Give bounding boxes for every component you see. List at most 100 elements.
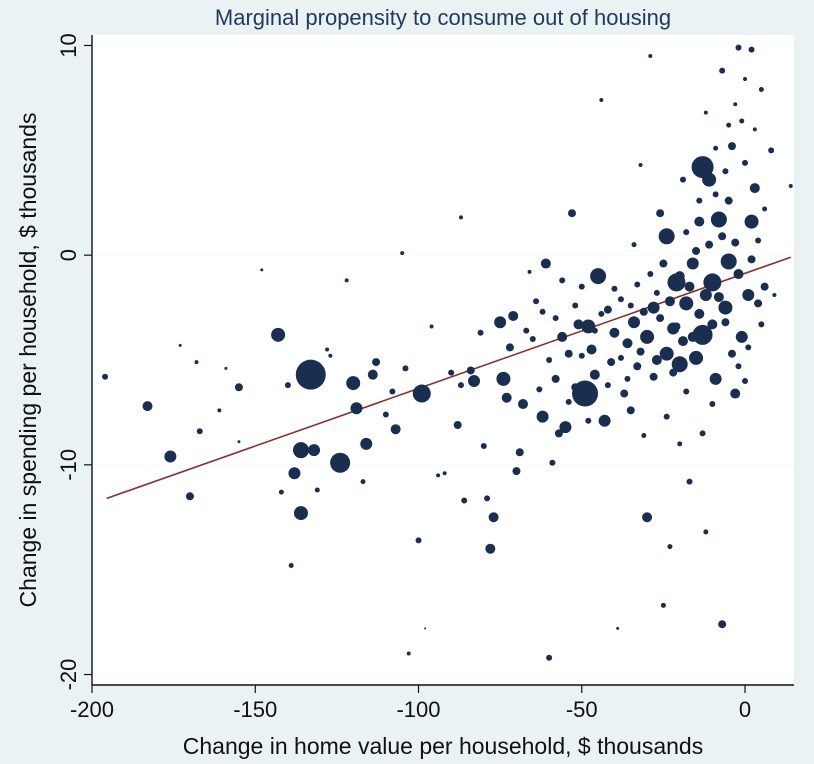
data-point-209 [709, 401, 716, 408]
x-axis-ticks: -200 -150 -100 -50 0 [70, 685, 751, 722]
data-point-10 [237, 440, 241, 444]
data-point-55 [488, 512, 499, 523]
data-point-112 [671, 356, 688, 373]
data-point-90 [609, 327, 620, 338]
data-point-96 [628, 316, 641, 329]
data-point-98 [638, 163, 643, 167]
data-point-150 [718, 232, 727, 241]
data-point-54 [485, 543, 496, 554]
data-point-168 [653, 289, 660, 296]
data-point-146 [731, 238, 740, 247]
data-point-97 [633, 362, 642, 371]
data-point-198 [745, 344, 752, 351]
data-point-33 [389, 388, 396, 395]
data-point-161 [677, 336, 688, 347]
plot-area [92, 35, 794, 685]
data-point-100 [642, 512, 653, 523]
data-point-196 [743, 77, 748, 82]
data-point-37 [406, 651, 411, 656]
data-point-95 [626, 406, 635, 415]
data-point-156 [694, 308, 705, 319]
data-point-89 [607, 358, 616, 367]
data-point-180 [598, 310, 605, 317]
data-point-201 [755, 237, 762, 244]
data-point-69 [540, 258, 551, 269]
data-point-60 [508, 310, 519, 321]
data-point-135 [742, 289, 755, 301]
data-point-52 [480, 442, 487, 449]
data-point-184 [572, 302, 579, 309]
data-point-205 [722, 168, 729, 175]
data-point-173 [634, 281, 641, 288]
data-point-72 [551, 374, 560, 383]
data-point-39 [412, 384, 431, 403]
data-point-107 [658, 228, 675, 245]
data-point-3 [178, 343, 182, 347]
data-point-85 [590, 268, 607, 285]
data-point-160 [683, 229, 690, 236]
data-point-80 [578, 283, 585, 290]
data-point-124 [709, 372, 722, 385]
data-point-130 [727, 142, 736, 151]
data-point-45 [453, 421, 462, 429]
data-point-108 [659, 346, 674, 361]
data-point-105 [656, 209, 665, 218]
data-point-59 [505, 343, 514, 352]
data-point-202 [762, 206, 768, 212]
data-point-148 [724, 196, 733, 205]
data-point-123 [703, 273, 722, 292]
data-point-171 [639, 307, 648, 316]
data-point-30 [367, 369, 378, 380]
data-point-192 [733, 102, 738, 107]
data-point-2 [164, 450, 177, 463]
data-point-154 [705, 240, 714, 249]
data-point-29 [360, 437, 373, 450]
data-point-83 [586, 344, 597, 355]
data-point-175 [627, 302, 634, 309]
data-point-67 [536, 386, 543, 393]
data-point-129 [720, 253, 737, 270]
data-point-178 [611, 285, 618, 292]
data-point-47 [458, 215, 463, 220]
data-point-7 [217, 408, 222, 413]
data-point-20 [308, 444, 321, 457]
data-point-117 [689, 350, 704, 365]
data-point-62 [515, 448, 524, 457]
data-point-5 [194, 360, 199, 365]
data-point-66 [533, 298, 540, 305]
y-axis-ticks: -20 -10 0 10 [56, 33, 92, 690]
data-point-58 [501, 392, 512, 403]
x-tick-label: -100 [396, 697, 440, 722]
data-point-177 [617, 354, 624, 361]
data-point-43 [442, 471, 447, 476]
data-point-172 [636, 347, 645, 356]
data-point-189 [539, 308, 546, 315]
data-point-128 [718, 300, 733, 315]
data-point-188 [546, 357, 553, 363]
data-point-183 [578, 352, 585, 359]
data-point-153 [707, 319, 718, 330]
data-point-142 [768, 147, 775, 154]
data-point-193 [726, 122, 732, 128]
data-point-8 [224, 366, 228, 370]
data-point-133 [735, 330, 748, 343]
data-point-40 [424, 627, 427, 630]
data-point-195 [703, 110, 708, 115]
data-point-155 [699, 289, 712, 301]
data-point-194 [713, 145, 719, 151]
data-point-167 [656, 314, 665, 323]
data-point-50 [468, 374, 481, 387]
data-point-6 [196, 428, 203, 435]
data-point-12 [271, 327, 286, 342]
data-point-57 [496, 371, 511, 386]
data-point-145 [733, 269, 744, 280]
data-point-23 [328, 353, 333, 358]
data-point-104 [651, 355, 662, 365]
x-tick-label: -200 [70, 697, 114, 722]
data-point-166 [659, 259, 668, 268]
data-point-11 [260, 268, 264, 272]
data-point-38 [415, 537, 422, 544]
data-point-15 [288, 562, 294, 568]
data-point-19 [295, 359, 326, 390]
